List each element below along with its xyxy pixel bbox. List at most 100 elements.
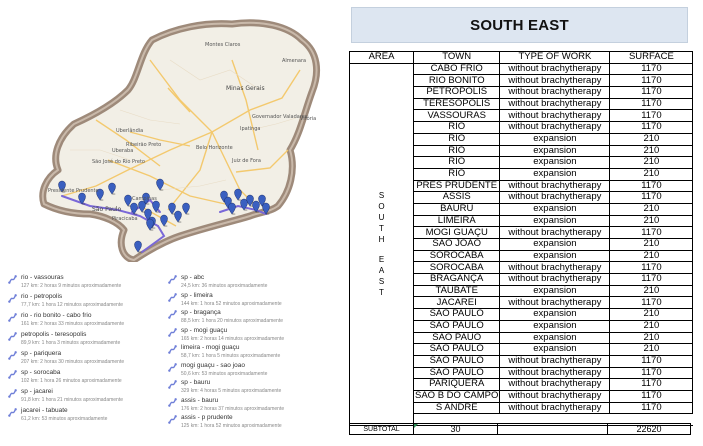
route-distance: 61,2 km: 53 minutos aproximadamente [21, 416, 108, 422]
route-name[interactable]: sp - abc [181, 274, 205, 281]
map-label: Governador Valadares [252, 114, 308, 120]
map-pin-icon[interactable] [108, 182, 116, 195]
town-cell: S ANDRE [412, 401, 501, 415]
route-item[interactable]: sp - abc 24,5 km: 36 minutos aproximadame… [168, 274, 338, 292]
map-label: Minas Gerais [226, 85, 265, 92]
map-pin-icon[interactable] [142, 192, 150, 205]
route-name[interactable]: sp - mogi guaçu [181, 326, 228, 334]
route-name[interactable]: rio - rio bonito - cabo frio [21, 312, 92, 319]
map-pin-icon[interactable] [252, 200, 260, 213]
route-item[interactable]: rio - petropolis 77,7 km: 1 hora 12 minut… [8, 293, 178, 311]
route-distance: 89,9 km: 1 hora 3 minutos aproximadament… [21, 340, 121, 346]
surface-cell: 210 [609, 284, 694, 298]
route-item[interactable]: sp - jacarei 91,8 km: 1 hora 21 minutos a… [8, 388, 178, 406]
route-name[interactable]: sp - bauru [181, 379, 211, 386]
map-pin-icon[interactable] [96, 188, 104, 201]
route-name[interactable]: sp - pariquera [21, 350, 62, 357]
route-icon [8, 275, 17, 284]
surface-cell: 1170 [609, 366, 694, 380]
route-item[interactable]: rio - rio bonito - cabo frio 161 km: 2 ho… [8, 312, 178, 330]
work-type-cell: without brachytherapy [499, 273, 611, 286]
table-row: RIO expansion 210 [350, 156, 694, 169]
town-cell: BAURU [412, 202, 501, 216]
route-item[interactable]: mogi guaçu - sao joao 50,6 km: 53 minutos… [168, 362, 338, 380]
route-name[interactable]: jacarei - tabuate [21, 407, 68, 414]
map-pin-icon[interactable] [168, 202, 176, 215]
route-item[interactable]: sp - sorocaba 102 km: 1 hora 26 minutos a… [8, 369, 178, 387]
map-pin-icon[interactable] [182, 202, 190, 215]
route-item[interactable]: sp - bragança 88,5 km: 1 hora 20 minutos … [168, 309, 338, 327]
map-label: Uberaba [112, 148, 133, 154]
route-distance: 161 km: 2 horas 33 minutos aproximadamen… [21, 321, 125, 327]
map-label: Ribeirão Preto [126, 142, 161, 148]
map-pin-icon[interactable] [130, 202, 138, 215]
route-name[interactable]: petropolis - teresopolis [21, 331, 87, 338]
route-name[interactable]: sp - jacarei [21, 388, 53, 395]
map-pin-icon[interactable] [174, 210, 182, 223]
route-name[interactable]: assis - p prudente [181, 414, 233, 421]
map-pin-icon[interactable] [258, 194, 266, 207]
map-pin-icon[interactable] [144, 208, 152, 221]
surface-cell: 1170 [609, 109, 694, 123]
work-type-cell: without brachytherapy [499, 191, 611, 204]
map-label: São José do Rio Preto [92, 158, 145, 165]
route-name[interactable]: sp - sorocaba [21, 369, 61, 376]
route-name[interactable]: rio - petropolis [21, 293, 63, 300]
map-pin-icon[interactable] [156, 178, 164, 191]
map-panel[interactable]: Montes Claros Minas Gerais Belo Horizont… [0, 0, 350, 446]
route-distance: 24,5 km: 36 minutos aproximadamente [181, 283, 268, 289]
route-icon [8, 370, 17, 379]
map-pin-icon[interactable] [134, 240, 142, 253]
route-name[interactable]: sp - bragança [181, 309, 221, 316]
route-icon [168, 275, 177, 284]
route-name[interactable]: sp - limeira [181, 291, 213, 299]
map-pin-icon[interactable] [58, 180, 66, 193]
map-label: Belo Horizonte [196, 145, 233, 151]
town-cell: RIO [412, 132, 501, 146]
route-name[interactable]: rio - vassouras [21, 274, 64, 281]
route-name[interactable]: assis - bauru [181, 396, 219, 404]
map-pin-icon[interactable] [152, 200, 160, 213]
route-distance: 102 km: 1 hora 26 minutos aproximadament… [21, 378, 122, 384]
map-pin-icon[interactable] [240, 198, 248, 211]
map-pin-icon[interactable] [146, 218, 154, 231]
work-type-cell: without brachytherapy [499, 121, 611, 134]
header-type-of-work: TYPE OF WORK [499, 51, 611, 64]
map-label: Uberlândia [116, 127, 143, 134]
route-item[interactable]: limeira - mogi guaçu 58,7 km: 1 hora 5 mi… [168, 344, 338, 362]
route-icon [168, 310, 177, 319]
cell-marker-icon [414, 424, 418, 428]
map-pin-icon[interactable] [160, 214, 168, 227]
route-item[interactable]: sp - mogi guaçu 165 km: 2 horas 14 minuto… [168, 327, 338, 345]
route-item[interactable]: jacarei - tabuate 61,2 km: 53 minutos apr… [8, 407, 178, 425]
route-item[interactable]: assis - p prudente 125 km: 1 hora 52 minu… [168, 414, 338, 432]
town-cell: VASSOURAS [412, 109, 501, 123]
route-name[interactable]: limeira - mogi guaçu [181, 344, 240, 351]
map-pin-icon[interactable] [262, 202, 270, 215]
route-item[interactable]: sp - pariquera 207 km: 2 horas 30 minutos… [8, 350, 178, 368]
route-distance: 125 km: 1 hora 52 minutos aproximadament… [181, 423, 282, 429]
route-item[interactable]: assis - bauru 176 km: 2 horas 37 minutos … [168, 397, 338, 415]
route-distance: 176 km: 2 horas 37 minutos aproximadamen… [181, 405, 285, 412]
table-header-row: AREA TOWN TYPE OF WORK SURFACE [349, 51, 694, 64]
map-pin-icon[interactable] [246, 194, 254, 207]
route-item[interactable]: sp - bauru 329 km: 4 horas 5 minutos apro… [168, 379, 338, 397]
map-pin-icon[interactable] [228, 202, 236, 215]
route-item[interactable]: rio - vassouras 127 km: 2 horas 9 minutos… [8, 274, 178, 292]
work-type-cell: without brachytherapy [499, 109, 611, 123]
map-pin-icon[interactable] [138, 200, 146, 213]
map-label: Montes Claros [205, 42, 241, 48]
area-letter: O [378, 202, 385, 212]
map[interactable]: Montes Claros Minas Gerais Belo Horizont… [0, 0, 350, 262]
route-item[interactable]: petropolis - teresopolis 89,9 km: 1 hora … [8, 331, 178, 349]
map-pin-icon[interactable] [234, 188, 242, 201]
map-pin-icon[interactable] [78, 192, 86, 205]
route-item[interactable]: sp - limeira 144 km: 1 hora 52 minutos ap… [168, 292, 338, 310]
town-cell: SAO B DO CAMPO [412, 389, 501, 403]
town-cell: PETROPOLIS [412, 86, 501, 99]
map-markers[interactable] [58, 178, 270, 253]
map-pin-icon[interactable] [124, 194, 132, 207]
work-type-cell: expansion [499, 308, 611, 321]
route-name[interactable]: mogi guaçu - sao joao [181, 361, 245, 369]
surface-cell: 210 [609, 202, 694, 216]
